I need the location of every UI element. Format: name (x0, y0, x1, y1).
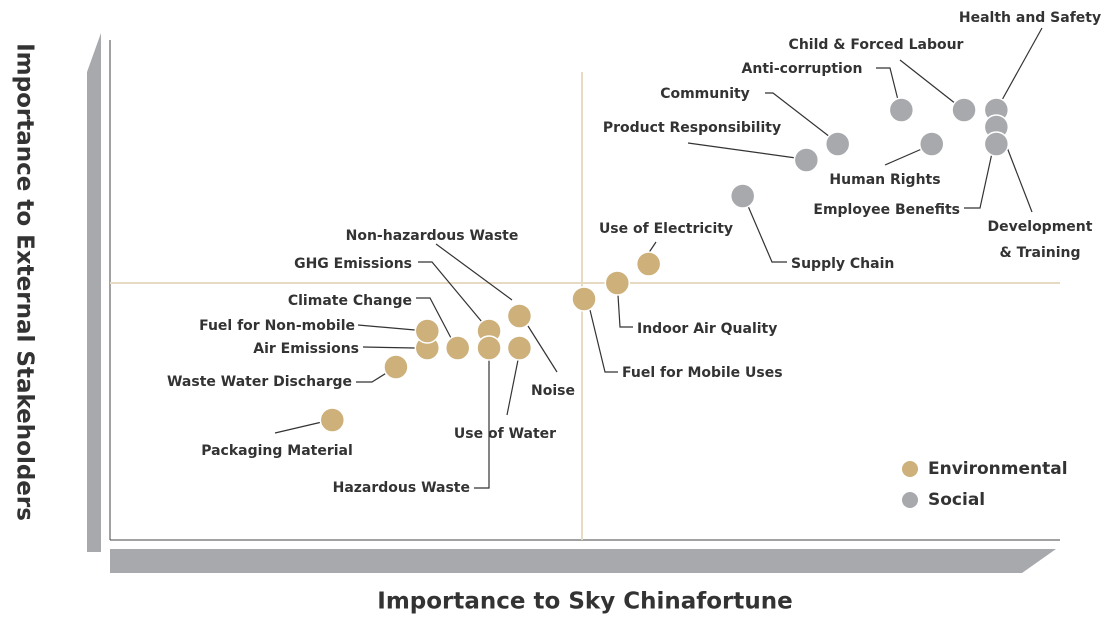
point-label: Noise (531, 383, 575, 399)
point (635, 251, 662, 277)
point-label: Anti-corruption (742, 61, 863, 77)
point (983, 131, 1010, 157)
point-label: Waste Water Discharge (167, 374, 352, 390)
point (729, 183, 756, 209)
leader-line (589, 309, 618, 373)
point (824, 131, 851, 157)
leader-line (964, 152, 993, 209)
point-label: GHG Emissions (294, 256, 412, 272)
leader-line (356, 371, 389, 383)
point (888, 97, 915, 123)
leader-line (617, 294, 633, 328)
leader-line (747, 205, 787, 263)
legend-label: Social (928, 490, 985, 510)
point-label: Community (660, 86, 750, 102)
leader-line (527, 325, 558, 373)
x-axis-arrow (110, 549, 1056, 573)
leader-line (474, 360, 490, 489)
point-label: Product Responsibility (603, 120, 781, 136)
legend-marker (902, 461, 918, 477)
point-label: Use of Electricity (599, 221, 733, 237)
point-label: Indoor Air Quality (637, 321, 777, 337)
point-label: Fuel for Mobile Uses (622, 365, 783, 381)
point-label: Hazardous Waste (333, 480, 470, 496)
leader-line (899, 59, 957, 105)
point-label: Human Rights (829, 172, 940, 188)
point-label: Air Emissions (253, 341, 359, 357)
point-label: Fuel for Non-mobile (199, 318, 355, 334)
point (319, 407, 346, 433)
leader-line (357, 324, 416, 331)
leader-line (274, 421, 323, 434)
leader-line (687, 142, 797, 159)
legend-marker (902, 492, 918, 508)
point (506, 335, 533, 361)
point (383, 354, 409, 380)
point-label-text: Development & Training (987, 219, 1093, 261)
point (476, 335, 502, 361)
legend-label: Environmental (928, 459, 1068, 479)
point-label: Health and Safety (959, 10, 1101, 26)
y-axis-arrow (87, 33, 101, 552)
x-axis-title: Importance to Sky Chinafortune (377, 589, 792, 615)
point-label: Use of Water (454, 426, 556, 442)
leader-line (884, 147, 925, 166)
leader-line (362, 346, 416, 349)
leader-line (1001, 27, 1043, 101)
point-label: Non-hazardous Waste (346, 228, 519, 244)
leader-line (876, 67, 899, 101)
point (414, 318, 441, 344)
point-label: Employee Benefits (813, 202, 960, 218)
point-label: Climate Change (288, 293, 412, 309)
leader-line (416, 297, 452, 339)
point (951, 97, 977, 123)
point (793, 147, 820, 173)
point (444, 335, 471, 361)
point-label: Child & Forced Labour (789, 37, 964, 53)
point-label: Supply Chain (791, 256, 894, 272)
leader-line (435, 243, 513, 301)
leader-line (506, 359, 519, 416)
point (919, 131, 945, 157)
point (506, 303, 533, 329)
leader-line (418, 261, 483, 323)
point (571, 286, 597, 312)
point-label: Packaging Material (201, 443, 353, 459)
point (604, 270, 631, 296)
y-axis-title: Importance to External Stakeholders (12, 43, 38, 521)
point-label: Development & Training (987, 219, 1093, 261)
leader-line (765, 92, 831, 138)
